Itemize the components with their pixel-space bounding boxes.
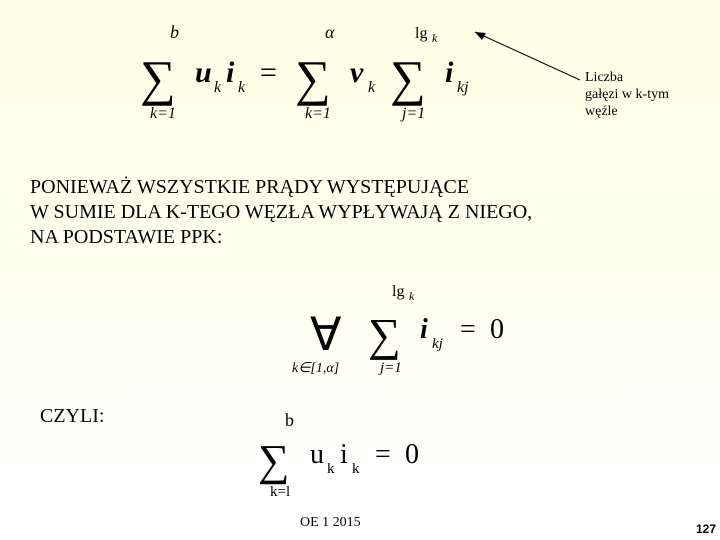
f2-eq: = [460, 314, 476, 345]
f2-sum-upper: lg [392, 283, 404, 300]
f3-tb1: u [310, 439, 324, 470]
footer-text: OE 1 2015 [300, 515, 361, 531]
f2-sum-upper-sub: k [409, 289, 415, 303]
formula-2: ∀ k∈[1,α] lg k ∑ j=1 i kj = 0 [290, 280, 570, 390]
main-paragraph: PONIEWAŻ WSZYSTKIE PRĄDY WYSTĘPUJĄCE W S… [30, 175, 532, 250]
annotation-line3: węźle [585, 104, 669, 121]
f3-ts1: k [327, 461, 335, 477]
forall: ∀ [310, 309, 342, 360]
annotation: Liczba gałęzi w k-tym węźle [585, 70, 669, 120]
f3-ts2: k [352, 461, 360, 477]
forall-sub: k∈[1,α] [292, 361, 339, 376]
sigma-f3: ∑ [258, 436, 289, 485]
f2-ts: kj [432, 336, 443, 352]
annotation-line2: gałęzi w k-tym [585, 87, 669, 104]
f3-sum-lower: k=l [270, 484, 290, 500]
page-number: 127 [696, 522, 716, 536]
czyli-label: CZYLI: [40, 405, 104, 428]
f2-rhs: 0 [490, 314, 504, 345]
f2-tb: i [420, 314, 428, 345]
formula-2-svg: ∀ k∈[1,α] lg k ∑ j=1 i kj = 0 [290, 280, 570, 385]
paragraph-line3: NA PODSTAWIE PPK: [30, 225, 532, 250]
formula-3-svg: b ∑ k=l u k i k = 0 [255, 410, 485, 505]
paragraph-line2: W SUMIE DLA K-TEGO WĘZŁA WYPŁYWAJĄ Z NIE… [30, 200, 532, 225]
f2-sum-lower: j=1 [378, 360, 402, 376]
f3-sum-upper: b [285, 410, 294, 430]
f3-rhs: 0 [405, 439, 419, 470]
annotation-line1: Liczba [585, 70, 669, 87]
paragraph-line1: PONIEWAŻ WSZYSTKIE PRĄDY WYSTĘPUJĄCE [30, 175, 532, 200]
f3-tb2: i [340, 439, 348, 470]
formula-3: b ∑ k=l u k i k = 0 [255, 410, 485, 510]
sigma-f2: ∑ [368, 309, 401, 360]
f3-eq: = [375, 439, 391, 470]
